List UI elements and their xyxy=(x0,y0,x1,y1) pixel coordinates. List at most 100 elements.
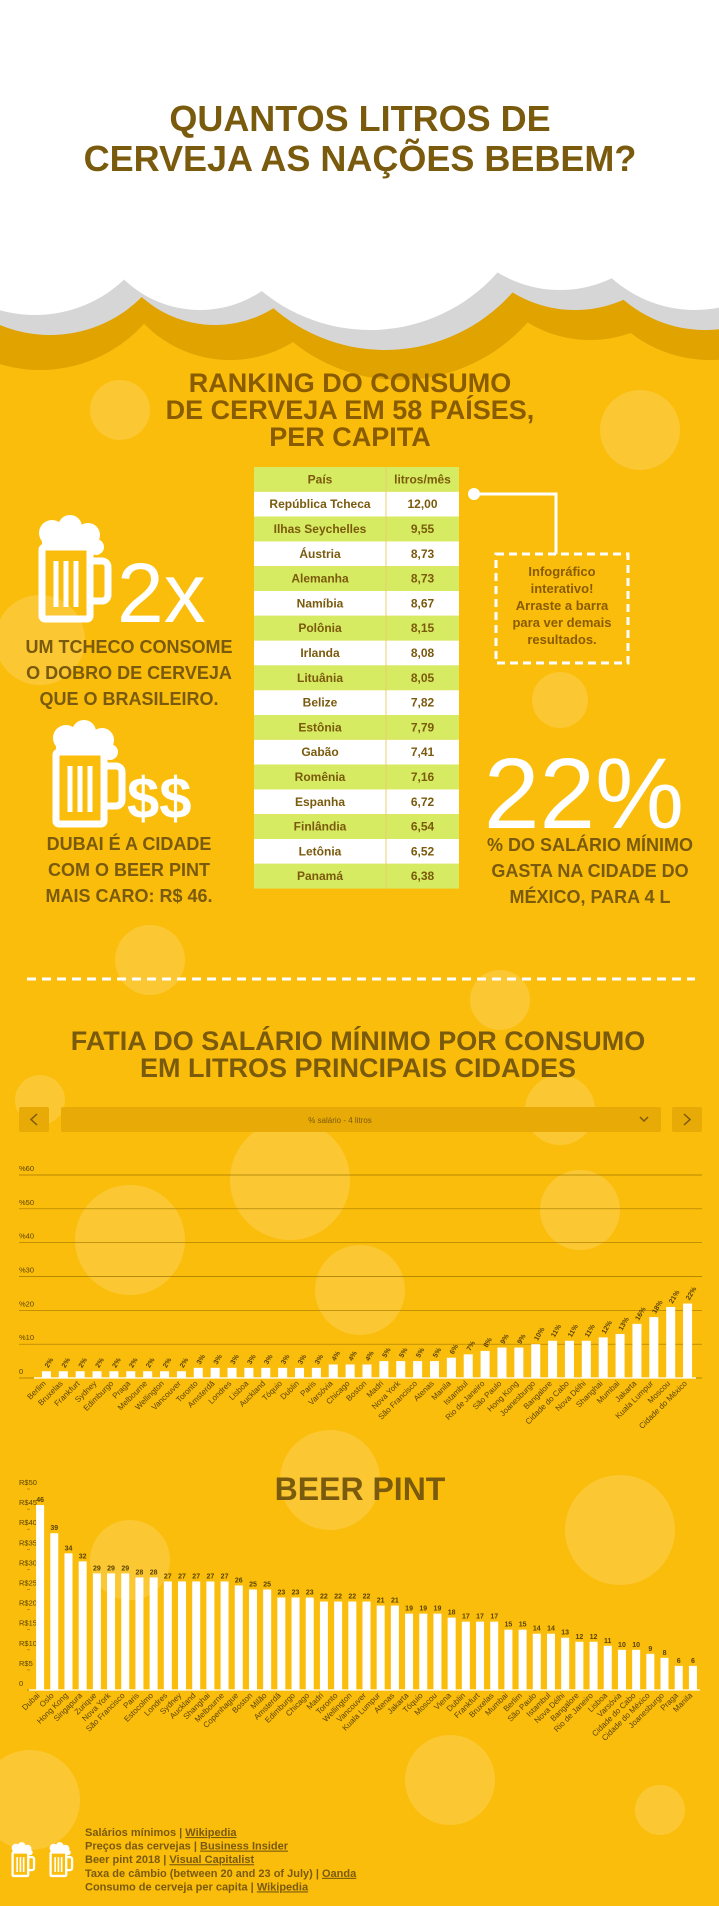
bar xyxy=(244,1367,254,1378)
y-tick-label: R$5 xyxy=(19,1659,33,1668)
table-cell: 8,08 xyxy=(411,646,435,660)
value-label: 17 xyxy=(490,1614,498,1621)
bar xyxy=(78,1561,87,1690)
value-label: 29 xyxy=(93,1565,101,1572)
table-cell: 8,05 xyxy=(411,671,435,685)
source-link[interactable]: Oanda xyxy=(322,1868,357,1880)
stat-text: COM O BEER PINT xyxy=(48,860,210,880)
table-row xyxy=(254,690,459,715)
bar xyxy=(311,1367,321,1378)
table-cell: Letônia xyxy=(299,844,342,858)
value-label: 21 xyxy=(377,1598,385,1605)
bar xyxy=(561,1637,570,1690)
bar xyxy=(295,1367,305,1378)
source-link[interactable]: Business Insider xyxy=(200,1841,289,1853)
y-tick-label: R$15 xyxy=(19,1619,37,1628)
dropdown[interactable] xyxy=(61,1107,661,1132)
table-cell: Gabão xyxy=(301,745,338,759)
table-cell: Namíbia xyxy=(297,596,344,610)
prev-button[interactable] xyxy=(19,1107,49,1132)
bar xyxy=(277,1597,286,1690)
bar xyxy=(463,1354,473,1378)
value-label: 27 xyxy=(178,1573,186,1580)
value-label: 2% xyxy=(145,1356,157,1369)
value-label: 27 xyxy=(164,1573,172,1580)
value-label: 19 xyxy=(434,1606,442,1613)
bar xyxy=(548,1340,558,1378)
value-label: 29 xyxy=(107,1565,115,1572)
value-label: 8% xyxy=(483,1336,495,1349)
stat-big: $$ xyxy=(127,766,192,831)
value-label: 3% xyxy=(213,1353,225,1366)
bar xyxy=(461,1621,470,1690)
next-button[interactable] xyxy=(672,1107,702,1132)
source-link[interactable]: Wikipedia xyxy=(185,1827,237,1839)
bar xyxy=(261,1367,271,1378)
value-label: 10 xyxy=(618,1642,626,1649)
bar xyxy=(674,1665,683,1690)
value-label: 3% xyxy=(280,1353,292,1366)
value-label: 14 xyxy=(533,1626,541,1633)
page-title: CERVEJA AS NAÇÕES BEBEM? xyxy=(84,137,637,179)
section-title: RANKING DO CONSUMO xyxy=(189,368,512,398)
source-link[interactable]: Visual Capitalist xyxy=(169,1854,254,1866)
chart-title: FATIA DO SALÁRIO MÍNIMO POR CONSUMO xyxy=(71,1025,646,1056)
table-cell: 8,67 xyxy=(411,596,435,610)
table-row xyxy=(254,665,459,691)
value-label: 2% xyxy=(179,1356,191,1369)
value-label: 6 xyxy=(691,1658,695,1665)
table-cell: Ilhas Seychelles xyxy=(274,522,367,536)
table-cell: Romênia xyxy=(295,770,346,784)
value-label: 8 xyxy=(663,1650,667,1657)
bar xyxy=(490,1621,499,1690)
bar xyxy=(433,1613,442,1690)
bar xyxy=(504,1629,513,1690)
table-cell: Panamá xyxy=(297,869,343,883)
bar xyxy=(163,1581,172,1690)
value-label: 23 xyxy=(277,1590,285,1597)
bar xyxy=(227,1367,237,1378)
value-label: 2% xyxy=(162,1356,174,1369)
value-label: 25 xyxy=(249,1582,257,1589)
table-row xyxy=(254,715,459,740)
table-cell: litros/mês xyxy=(394,472,451,486)
value-label: 26 xyxy=(235,1577,243,1584)
stat-text: MÉXICO, PARA 4 L xyxy=(509,886,670,907)
source-line: Salários mínimos | Wikipedia xyxy=(85,1827,237,1839)
value-label: 2% xyxy=(112,1356,124,1369)
bar xyxy=(149,1577,158,1690)
bar xyxy=(447,1617,456,1690)
table-row xyxy=(254,764,459,790)
table-row xyxy=(254,516,459,542)
bar xyxy=(660,1657,669,1690)
bar xyxy=(92,1371,102,1378)
bar xyxy=(376,1605,385,1690)
table-cell: República Tcheca xyxy=(269,497,370,511)
value-label: 23 xyxy=(306,1590,314,1597)
y-tick-label: R$25 xyxy=(19,1579,37,1588)
bar xyxy=(143,1371,153,1378)
bar xyxy=(50,1533,59,1690)
y-tick-label: %50 xyxy=(19,1198,34,1207)
chart-title: EM LITROS PRINCIPAIS CIDADES xyxy=(140,1053,576,1083)
bar xyxy=(429,1361,439,1378)
bar xyxy=(446,1357,456,1378)
value-label: 15 xyxy=(505,1622,513,1629)
value-label: 5% xyxy=(432,1346,444,1359)
value-label: 27 xyxy=(192,1573,200,1580)
table-row xyxy=(254,789,459,815)
bar xyxy=(405,1613,414,1690)
value-label: 3% xyxy=(230,1353,242,1366)
source-link[interactable]: Wikipedia xyxy=(257,1881,309,1893)
selector-label[interactable]: % salário - 4 litros xyxy=(308,1116,372,1125)
source-line: Beer pint 2018 | Visual Capitalist xyxy=(85,1854,254,1866)
y-tick-label: 0 xyxy=(19,1679,23,1688)
bar xyxy=(564,1340,574,1378)
value-label: 14 xyxy=(547,1626,555,1633)
stat-text: UM TCHECO CONSOME xyxy=(26,637,233,657)
value-label: 32 xyxy=(79,1553,87,1560)
y-tick-label: %20 xyxy=(19,1299,34,1308)
bar xyxy=(107,1573,116,1690)
bar xyxy=(334,1601,343,1690)
